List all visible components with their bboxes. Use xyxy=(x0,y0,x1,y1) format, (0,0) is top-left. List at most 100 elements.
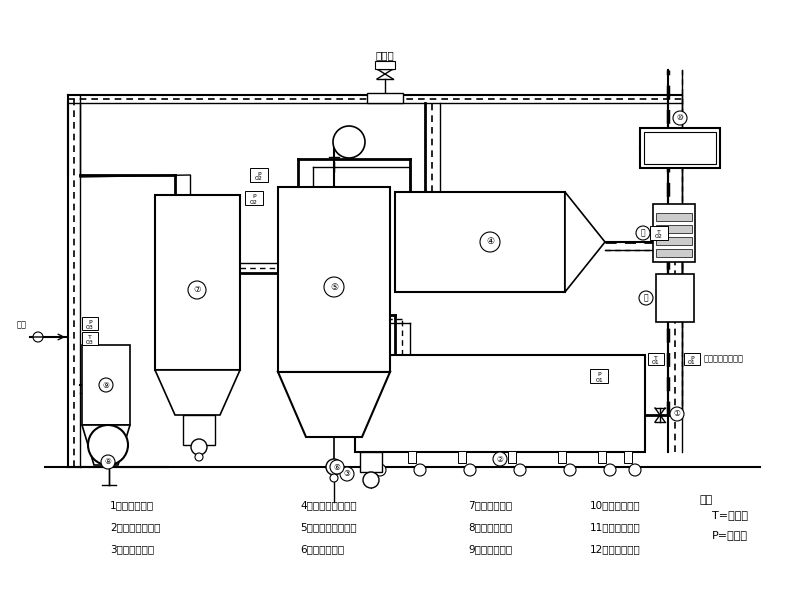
Text: ①: ① xyxy=(674,409,681,419)
Bar xyxy=(245,191,263,205)
Bar xyxy=(508,451,516,463)
Bar xyxy=(82,345,130,425)
Text: 12、空气过滤器: 12、空气过滤器 xyxy=(590,544,641,554)
Bar xyxy=(650,226,668,240)
Circle shape xyxy=(639,291,653,305)
Circle shape xyxy=(101,455,115,469)
Text: T=测温点: T=测温点 xyxy=(712,510,748,520)
Circle shape xyxy=(330,474,338,482)
Bar xyxy=(369,451,377,463)
Bar xyxy=(82,332,98,345)
Bar xyxy=(684,353,700,365)
Circle shape xyxy=(363,472,379,488)
Text: 11、密闭加热器: 11、密闭加热器 xyxy=(590,522,641,532)
Polygon shape xyxy=(155,370,240,415)
Bar xyxy=(640,128,720,168)
Circle shape xyxy=(324,277,344,297)
Text: ⑫: ⑫ xyxy=(644,293,648,302)
Bar xyxy=(558,451,566,463)
Circle shape xyxy=(195,453,203,461)
Text: P: P xyxy=(690,355,694,361)
Text: 03: 03 xyxy=(86,340,94,345)
Text: 02: 02 xyxy=(255,176,263,181)
Polygon shape xyxy=(278,372,390,437)
Text: 8、溶媒回收罐: 8、溶媒回收罐 xyxy=(468,522,512,532)
Circle shape xyxy=(480,232,500,252)
Bar xyxy=(355,355,645,452)
Bar xyxy=(278,187,390,372)
Circle shape xyxy=(464,464,476,476)
Text: 5、二级布袋除尘器: 5、二级布袋除尘器 xyxy=(300,522,357,532)
Circle shape xyxy=(604,464,616,476)
Bar xyxy=(624,451,632,463)
Bar xyxy=(644,132,716,164)
Text: 排空: 排空 xyxy=(17,320,27,329)
Circle shape xyxy=(191,439,207,455)
Text: 01: 01 xyxy=(595,377,603,383)
Bar xyxy=(395,192,565,292)
Text: 7、多级冷凝器: 7、多级冷凝器 xyxy=(468,500,512,510)
Text: ⑪: ⑪ xyxy=(641,229,646,238)
Bar xyxy=(360,452,382,472)
Bar xyxy=(458,451,466,463)
Text: ⑧: ⑧ xyxy=(105,457,111,467)
Bar xyxy=(183,415,215,445)
Text: T: T xyxy=(654,355,658,361)
Circle shape xyxy=(88,425,128,465)
Text: 4、一级布袋除尘器: 4、一级布袋除尘器 xyxy=(300,500,357,510)
Text: 10、密闭循环机: 10、密闭循环机 xyxy=(590,500,641,510)
Text: 注：: 注： xyxy=(700,495,714,505)
Polygon shape xyxy=(565,192,605,292)
Text: 氧浓度在线检测仪: 氧浓度在线检测仪 xyxy=(704,355,744,364)
Text: ③: ③ xyxy=(343,469,350,479)
Bar xyxy=(375,61,395,69)
Text: ⑦: ⑦ xyxy=(194,286,201,295)
Text: 6、密闭出料阀: 6、密闭出料阀 xyxy=(300,544,344,554)
Circle shape xyxy=(340,467,354,481)
Text: 03: 03 xyxy=(86,325,94,330)
Circle shape xyxy=(326,459,342,475)
Bar xyxy=(656,274,694,322)
Circle shape xyxy=(636,226,650,240)
Bar xyxy=(250,168,268,182)
Text: P: P xyxy=(257,172,261,176)
Circle shape xyxy=(564,464,576,476)
Bar xyxy=(648,353,664,365)
Circle shape xyxy=(670,407,684,421)
Bar xyxy=(155,195,240,370)
Bar xyxy=(656,225,692,233)
Circle shape xyxy=(414,464,426,476)
Bar xyxy=(656,249,692,257)
Bar xyxy=(367,93,403,103)
Text: 2、振动流化主机: 2、振动流化主机 xyxy=(110,522,160,532)
Text: ⑥: ⑥ xyxy=(334,463,341,472)
Circle shape xyxy=(374,464,386,476)
Text: ⑨: ⑨ xyxy=(102,380,110,389)
Text: P=测压点: P=测压点 xyxy=(712,530,748,540)
Text: ②: ② xyxy=(497,455,503,463)
Text: T: T xyxy=(657,229,661,235)
Circle shape xyxy=(673,111,687,125)
Polygon shape xyxy=(82,425,130,465)
Text: P: P xyxy=(88,320,92,325)
Text: P: P xyxy=(597,373,601,377)
Text: 1、密闭进料器: 1、密闭进料器 xyxy=(110,500,154,510)
Text: |: | xyxy=(332,162,336,172)
Text: T: T xyxy=(88,335,92,340)
Text: P: P xyxy=(252,194,256,199)
Bar xyxy=(590,369,608,383)
Circle shape xyxy=(188,281,206,299)
Text: 9、二级旋液器: 9、二级旋液器 xyxy=(468,544,512,554)
Bar xyxy=(656,237,692,245)
Bar xyxy=(653,204,695,262)
Circle shape xyxy=(629,464,641,476)
Text: 02: 02 xyxy=(250,199,258,205)
Bar xyxy=(408,451,416,463)
Text: 氮气阀: 氮气阀 xyxy=(376,50,394,60)
Text: ④: ④ xyxy=(486,238,494,247)
Circle shape xyxy=(493,452,507,466)
Circle shape xyxy=(333,126,365,158)
Circle shape xyxy=(330,460,344,474)
Circle shape xyxy=(514,464,526,476)
Text: 3、密闭出料器: 3、密闭出料器 xyxy=(110,544,154,554)
